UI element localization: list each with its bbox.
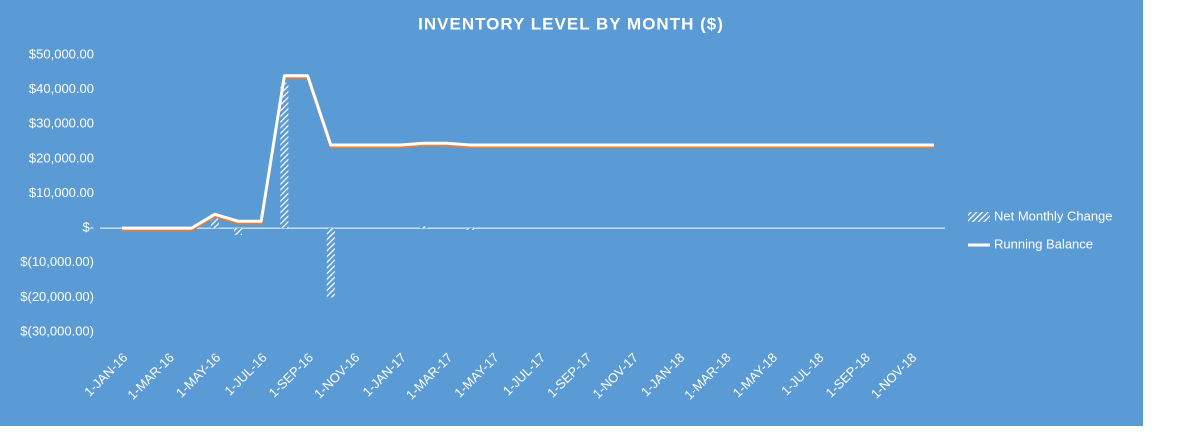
y-tick-label: $10,000.00 [29, 185, 94, 200]
y-tick-label: $20,000.00 [29, 150, 94, 165]
bar [280, 82, 289, 229]
y-tick-label: $50,000.00 [29, 46, 94, 61]
y-tick-label: $(20,000.00) [20, 289, 94, 304]
y-tick-label: $30,000.00 [29, 116, 94, 131]
bar [326, 228, 335, 298]
line [122, 74, 934, 230]
legend-label: Running Balance [994, 236, 1093, 251]
chart-background [0, 0, 1143, 426]
y-tick-label: $(30,000.00) [20, 323, 94, 338]
chart-title: INVENTORY LEVEL BY MONTH ($) [418, 14, 724, 33]
y-tick-label: $- [82, 220, 94, 235]
bar [419, 226, 428, 229]
y-tick-label: $40,000.00 [29, 81, 94, 96]
bar [234, 228, 242, 236]
bar [466, 228, 474, 230]
y-tick-label: $(10,000.00) [20, 254, 94, 269]
line-shadow [122, 76, 934, 232]
legend-label: Net Monthly Change [994, 208, 1113, 223]
legend-swatch [968, 212, 990, 222]
bar [210, 214, 219, 229]
